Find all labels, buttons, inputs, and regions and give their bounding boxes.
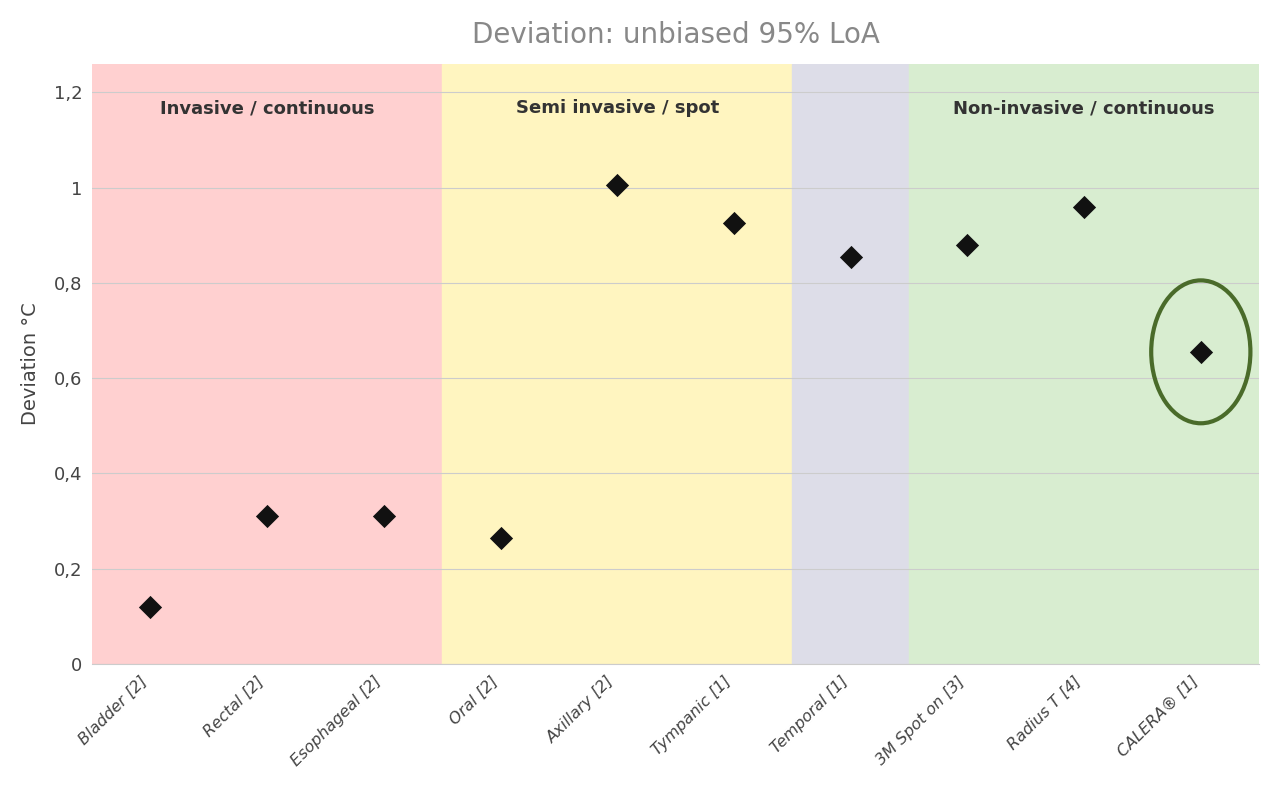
Point — [1190, 345, 1211, 358]
Text: Non-invasive / continuous: Non-invasive / continuous — [954, 100, 1215, 118]
Point — [257, 510, 278, 522]
Bar — [909, 64, 1260, 664]
Bar — [92, 64, 442, 664]
Point — [607, 179, 627, 191]
Point — [841, 250, 861, 263]
Point — [141, 600, 161, 613]
Point — [374, 510, 394, 522]
Text: Invasive / continuous: Invasive / continuous — [160, 100, 374, 118]
Bar — [442, 64, 792, 664]
Y-axis label: Deviation °C: Deviation °C — [20, 303, 40, 425]
Point — [490, 531, 511, 544]
Point — [1074, 200, 1094, 213]
Bar — [792, 64, 909, 664]
Point — [957, 239, 978, 251]
Text: Semi invasive / spot: Semi invasive / spot — [516, 100, 719, 118]
Point — [723, 217, 744, 230]
Title: Deviation: unbiased 95% LoA: Deviation: unbiased 95% LoA — [472, 21, 879, 49]
